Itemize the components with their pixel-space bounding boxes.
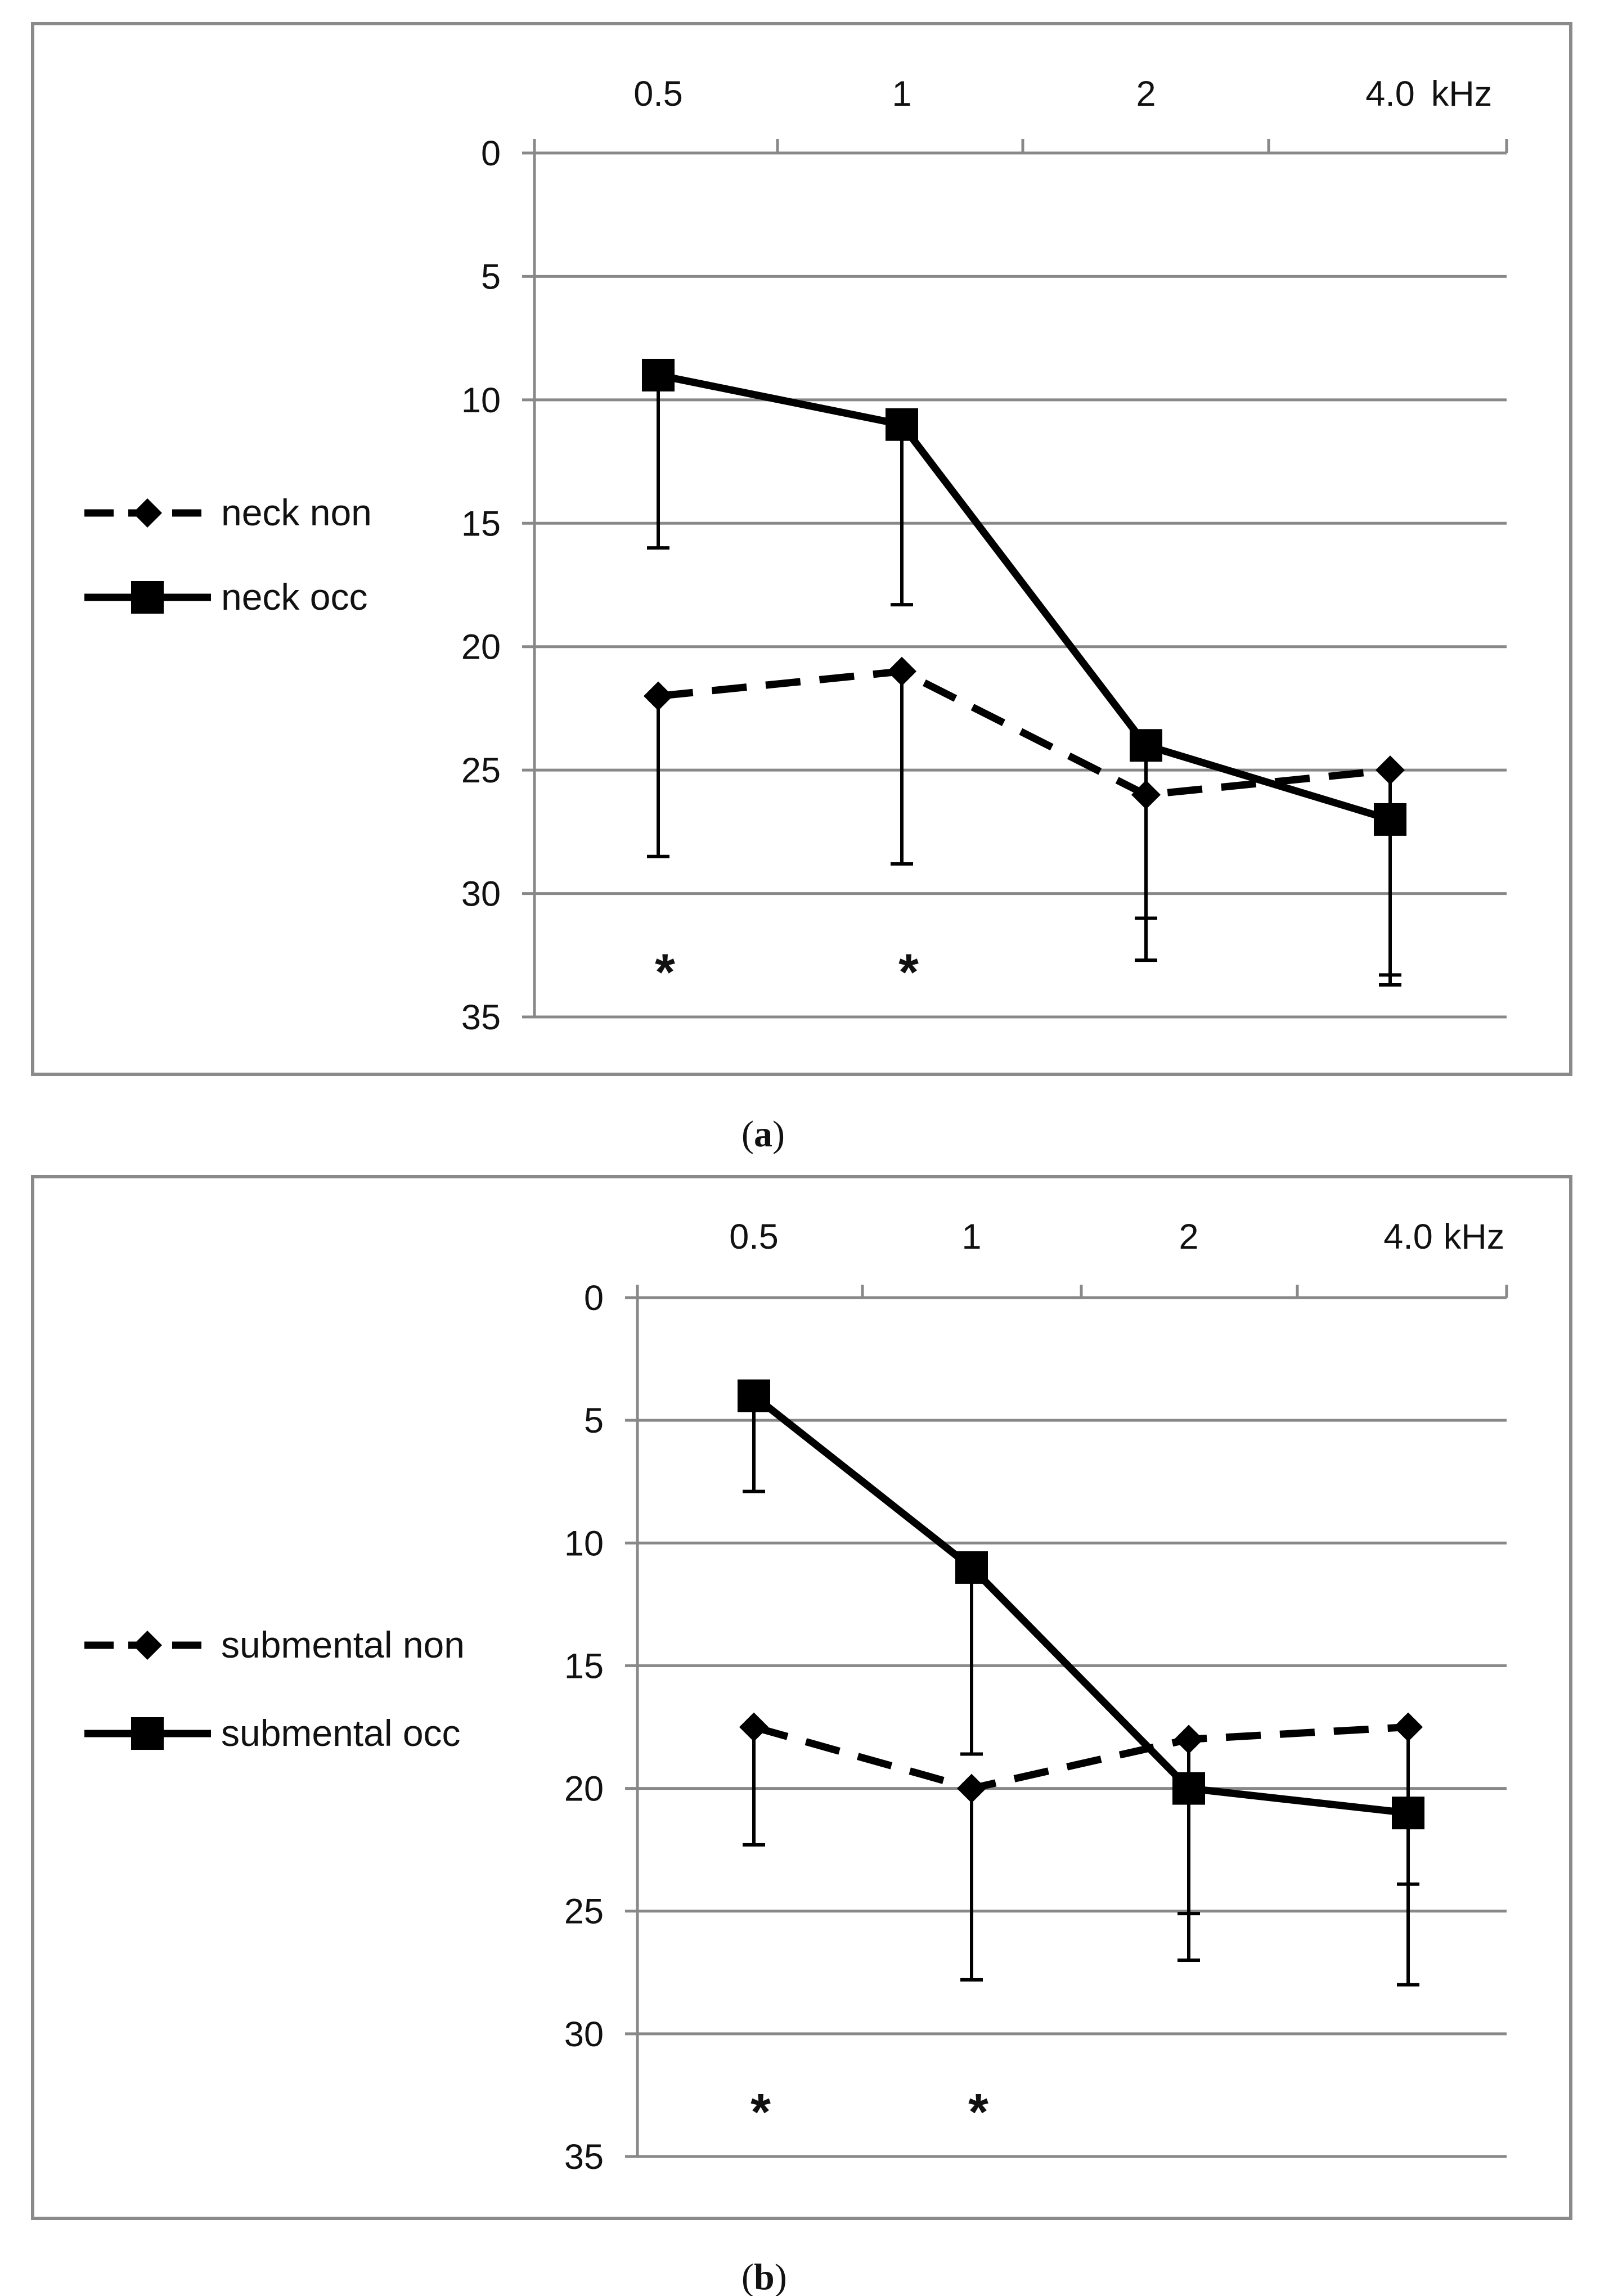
y-tick-label: 5 [584,1401,604,1440]
y-tick-label: 15 [564,1646,604,1686]
panel-b-chart: 0 5 10 15 20 25 30 35 0.5 1 2 4.0 kHz * * submental non… [31,1175,1572,2220]
data-point-neck-non [887,656,916,686]
y-tick-label: 20 [461,628,501,667]
series-line-submental-occ [751,1393,1409,1817]
y-tick-label: 10 [564,1524,604,1563]
data-point-submental-occ [955,1551,988,1584]
y-tick-label: 30 [461,875,501,914]
panel-a-caption: (a) [741,1114,785,1155]
panel-b-frame [31,1175,1572,2220]
data-point-submental-occ [1392,1797,1424,1830]
data-point-neck-non [644,681,673,711]
data-point-neck-non [1131,780,1161,810]
data-point-submental-occ [1172,1772,1205,1805]
data-point-submental-occ [738,1379,770,1412]
y-tick-label: 5 [481,257,501,296]
significance-marker: * [968,2084,988,2141]
y-tick-label: 25 [461,751,501,790]
data-point-neck-occ [886,408,918,441]
x-tick-label: 2 [1136,74,1156,114]
x-tick-label: 1 [892,74,911,114]
data-point-neck-occ [1130,729,1162,762]
x-tick-label: 4.0 [1383,1217,1433,1257]
y-tick-label: 20 [564,1770,604,1809]
legend-marker-neck-occ [131,581,164,614]
x-unit-label: kHz [1444,1217,1505,1257]
significance-marker: * [750,2084,771,2141]
x-tick-label: 0.5 [729,1217,779,1257]
y-tick-label: 10 [461,381,501,420]
data-point-submental-non [1174,1725,1203,1754]
y-tick-label: 25 [564,1892,604,1932]
data-point-submental-non [957,1773,986,1803]
x-unit-label: kHz [1431,74,1493,114]
legend-marker-neck-non [133,498,162,528]
x-tick-label: 2 [1179,1217,1198,1257]
panel-b-caption: (b) [741,2257,787,2296]
data-point-submental-non [739,1712,768,1742]
significance-marker: * [655,944,675,1001]
y-tick-label: 30 [564,2015,604,2054]
series-line-neck-non [658,668,1391,799]
x-tick-label: 1 [961,1217,981,1257]
x-tick-label: 4.0 [1365,74,1415,114]
series-line-neck-occ [657,371,1391,823]
panel-a-frame [31,22,1572,1076]
data-point-submental-non [1394,1712,1423,1742]
y-tick-label: 35 [461,998,501,1037]
x-tick-label: 0.5 [633,74,683,114]
y-tick-label: 0 [584,1278,604,1318]
data-point-neck-occ [642,358,675,391]
y-tick-label: 15 [461,504,501,543]
data-point-neck-non [1376,755,1405,785]
panel-a-chart: 0 5 10 15 20 25 30 35 0.5 1 2 4.0 kHz * * neck non neck … [31,22,1572,1076]
legend-label: submental occ [221,1712,461,1754]
legend-marker-submental-occ [131,1717,164,1750]
series-line-submental-non [753,1723,1409,1793]
legend-label: neck non [221,492,372,533]
significance-marker: * [898,944,919,1001]
y-tick-label: 0 [481,134,501,173]
legend-marker-submental-non [133,1631,162,1660]
y-tick-label: 35 [564,2137,604,2177]
data-point-neck-occ [1374,803,1406,836]
legend-label: neck occ [221,576,367,618]
legend-label: submental non [221,1624,465,1665]
